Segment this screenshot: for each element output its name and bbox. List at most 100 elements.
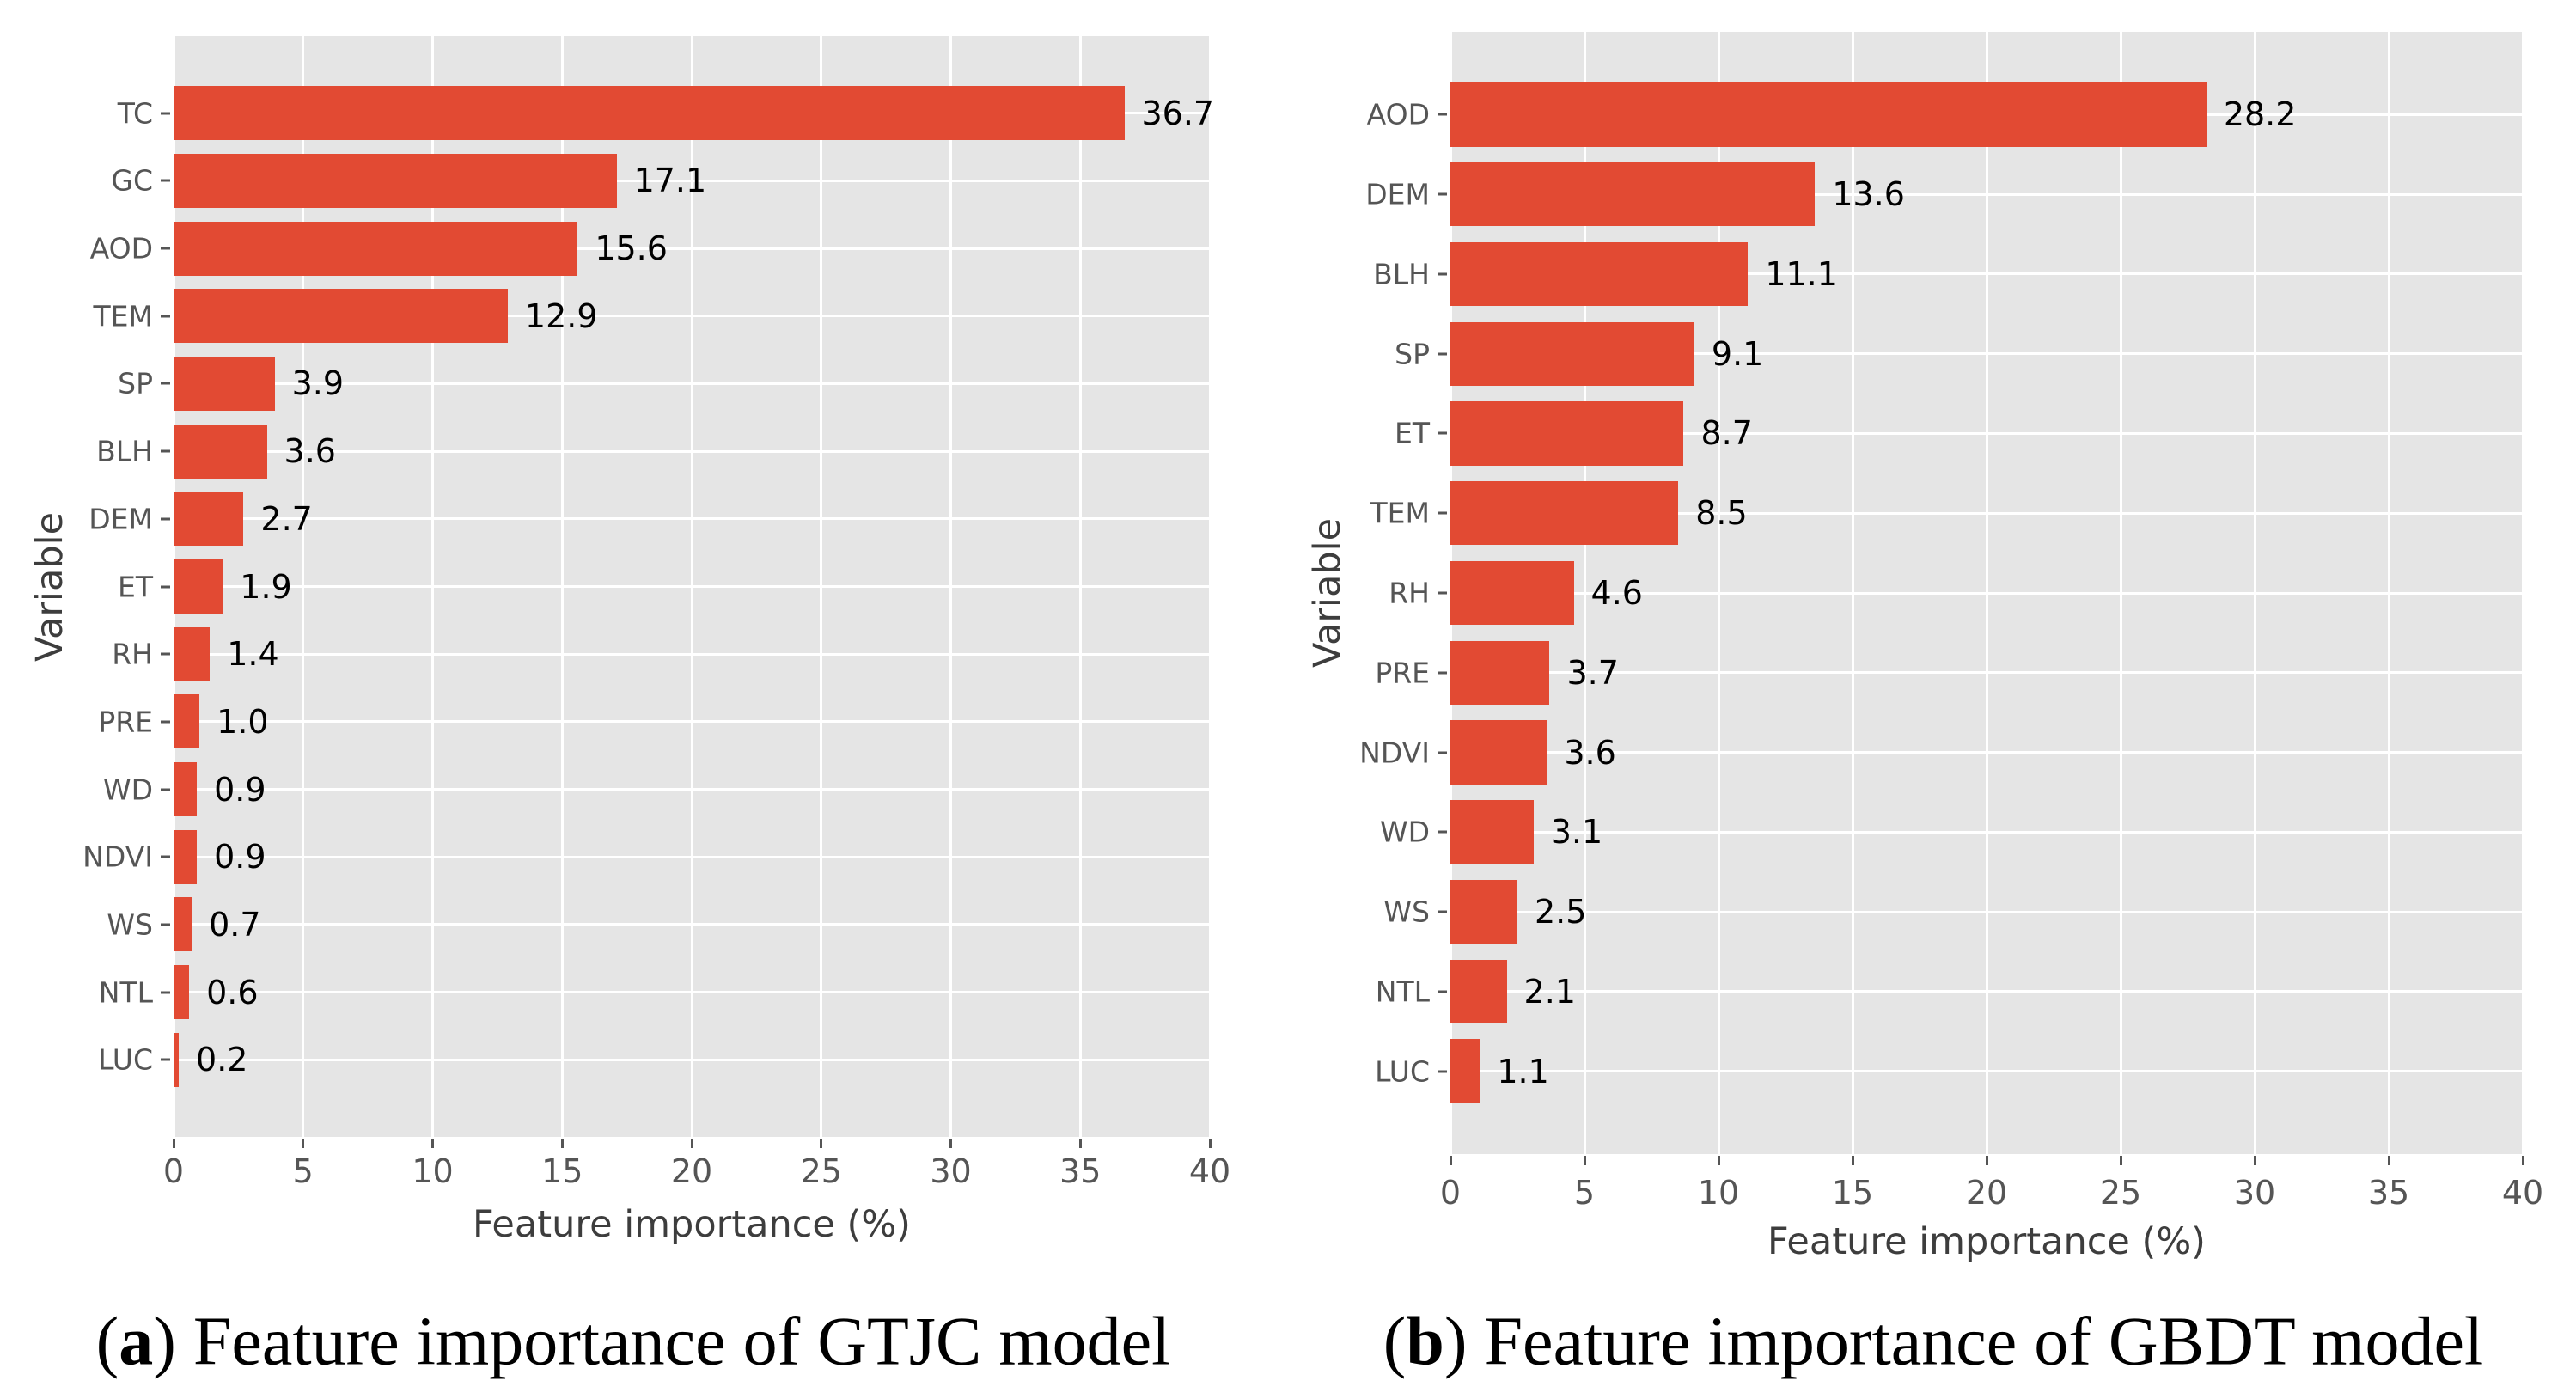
gridline-horizontal	[1450, 192, 2523, 196]
bar-value-label: 0.2	[196, 1041, 248, 1079]
x-tick-mark	[1717, 1156, 1720, 1165]
category-tick-label: LUC	[98, 1042, 153, 1077]
x-tick-label: 15	[1831, 1174, 1874, 1212]
bar	[174, 626, 211, 681]
y-tick-mark	[161, 315, 170, 318]
x-tick-mark	[2387, 1156, 2390, 1165]
category-tick-label: DEM	[89, 502, 153, 536]
gridline-vertical	[2521, 32, 2524, 1154]
gridline-horizontal	[1450, 511, 2523, 515]
x-tick-mark	[2119, 1156, 2122, 1165]
bar	[174, 762, 198, 817]
bar-value-label: 17.1	[633, 162, 707, 200]
x-tick-label: 20	[1965, 1174, 2008, 1212]
y-tick-mark	[1438, 1070, 1447, 1073]
x-tick-mark	[172, 1139, 175, 1148]
category-tick-label: WD	[102, 773, 153, 807]
category-tick-label: TC	[117, 96, 153, 131]
bar	[174, 897, 192, 952]
bar	[1450, 481, 1679, 546]
bar-value-label: 1.9	[240, 567, 292, 606]
category-tick-label: NTL	[1375, 974, 1430, 1009]
y-tick-mark	[1438, 751, 1447, 754]
gridline-horizontal	[174, 923, 1210, 926]
caption-a-marker: a	[119, 1304, 154, 1380]
category-tick-label: LUC	[1375, 1054, 1430, 1089]
chart-panel-a: 36.7 17.1 15.6 12.9 3.9 3.6 2.7 1.9 1.4 1.0 0.9 0.9…	[172, 36, 1214, 1137]
category-tick-label: WS	[1383, 895, 1430, 929]
gridline-horizontal	[174, 855, 1210, 858]
caption-a-paren: (	[95, 1304, 119, 1380]
x-tick-label: 0	[162, 1152, 185, 1190]
y-tick-mark	[161, 1058, 170, 1061]
bar	[174, 559, 223, 614]
bar	[1450, 800, 1534, 864]
x-tick-label: 0	[1439, 1174, 1462, 1212]
y-tick-mark	[1438, 352, 1447, 356]
bar	[174, 1032, 180, 1087]
y-tick-mark	[161, 382, 170, 385]
x-tick-label: 30	[2233, 1174, 2276, 1212]
bar-value-label: 9.1	[1711, 334, 1764, 373]
bar-value-label: 13.6	[1832, 175, 1905, 214]
y-tick-mark	[1438, 990, 1447, 993]
x-tick-label: 35	[1059, 1152, 1102, 1190]
x-tick-mark	[949, 1139, 952, 1148]
x-tick-mark	[1985, 1156, 1988, 1165]
category-tick-label: ET	[117, 570, 153, 603]
bar	[1450, 321, 1694, 386]
bar-value-label: 2.5	[1535, 893, 1587, 932]
y-tick-mark	[161, 517, 170, 521]
bar	[1450, 401, 1684, 466]
x-tick-mark	[1078, 1139, 1082, 1148]
y-axis-label-a: Variable	[28, 511, 71, 662]
x-tick-label: 5	[292, 1152, 314, 1190]
x-tick-label: 10	[1697, 1174, 1740, 1212]
y-tick-mark	[161, 179, 170, 182]
bar-value-label: 0.9	[214, 770, 266, 809]
bar-value-label: 28.2	[2223, 95, 2297, 134]
y-tick-mark	[1438, 671, 1447, 675]
bar-value-label: 3.9	[291, 364, 345, 403]
bar-value-label: 2.1	[1523, 972, 1576, 1011]
bar-value-label: 12.9	[524, 296, 598, 335]
bar-value-label: 8.5	[1695, 494, 1748, 533]
chart-panel-b: 28.2 13.6 11.1 9.1 8.7 8.5 4.6 3.7 3.6 3.1 2.5 2.1 1…	[1449, 32, 2524, 1154]
category-tick-label: WD	[1379, 815, 1430, 849]
category-tick-label: RH	[1389, 576, 1430, 610]
bar	[174, 965, 190, 1020]
bar-value-label: 0.9	[214, 838, 266, 877]
bar	[174, 829, 198, 884]
x-tick-mark	[1208, 1139, 1212, 1148]
bar	[174, 424, 267, 479]
bar	[174, 289, 508, 344]
y-axis-label-b: Variable	[1306, 517, 1349, 669]
bar	[1450, 1039, 1480, 1103]
gridline-horizontal	[174, 247, 1210, 250]
gridline-horizontal	[174, 788, 1210, 791]
gridline-horizontal	[174, 991, 1210, 994]
category-tick-label: PRE	[98, 705, 153, 739]
gridline-horizontal	[174, 382, 1210, 385]
bar	[1450, 879, 1517, 944]
gridline-horizontal	[174, 179, 1210, 182]
category-tick-label: SP	[118, 366, 153, 400]
bar	[1450, 720, 1547, 785]
bar	[1450, 560, 1574, 626]
gridline-vertical	[1208, 36, 1212, 1137]
gridline-horizontal	[174, 652, 1210, 656]
x-tick-mark	[690, 1139, 693, 1148]
caption-b: (b) Feature importance of GBDT model	[1383, 1304, 2483, 1382]
gridline-horizontal	[174, 449, 1210, 453]
x-tick-label: 40	[1188, 1152, 1231, 1190]
bar	[174, 694, 200, 749]
bar-value-label: 1.0	[217, 702, 269, 741]
bar-value-label: 8.7	[1700, 414, 1753, 453]
x-tick-mark	[302, 1139, 305, 1148]
bar-value-label: 3.6	[1564, 733, 1616, 772]
bar	[174, 221, 578, 276]
gridline-horizontal	[1450, 352, 2523, 356]
bar	[174, 86, 1125, 141]
y-tick-mark	[161, 788, 170, 791]
